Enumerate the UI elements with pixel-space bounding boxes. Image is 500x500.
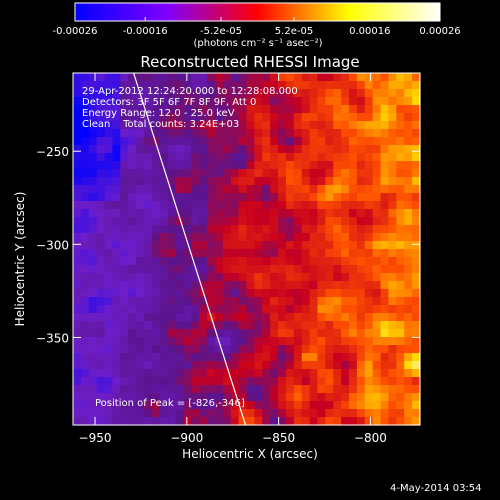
y-tick-label: −350	[36, 331, 69, 345]
heatmap-image	[73, 73, 421, 426]
x-tick-label: −800	[354, 431, 387, 445]
chart-title: Reconstructed RHESSI Image	[140, 53, 360, 71]
y-axis-label: Heliocentric Y (arcsec)	[13, 191, 27, 327]
y-tick-label: −300	[36, 238, 69, 252]
x-tick-label: −850	[262, 431, 295, 445]
colorbar-tick-label: -0.00016	[123, 26, 168, 37]
annotation-time-range: 29-Apr-2012 12:24:20.000 to 12:28:08.000	[82, 86, 298, 97]
x-axis-label: Heliocentric X (arcsec)	[182, 447, 318, 461]
annotation-detectors: Detectors: 3F 5F 6F 7F 8F 9F, Att 0	[82, 97, 257, 108]
colorbar-tick-label: 0.00026	[419, 26, 460, 37]
colorbar-tick-label: 0.00016	[349, 26, 390, 37]
annotation-energy-range: Energy Range: 12.0 - 25.0 keV	[82, 108, 235, 119]
colorbar	[74, 2, 441, 22]
footer-date: 4-May-2014 03:54	[390, 483, 482, 494]
annotation-total-counts: Clean Total counts: 3.24E+03	[82, 119, 240, 130]
plot-frame	[72, 72, 421, 426]
x-tick-label: −900	[170, 431, 203, 445]
solar-limb-line	[133, 72, 247, 426]
colorbar-tick-label: -0.00026	[53, 26, 98, 37]
peak-position-label: Position of Peak = [-826,-346]	[95, 398, 245, 409]
y-tick-label: −250	[36, 145, 69, 159]
x-tick-label: −950	[79, 431, 112, 445]
colorbar-unit-label: (photons cm⁻² s⁻¹ asec⁻²)	[193, 38, 323, 49]
colorbar-tick-label: -5.2e-05	[200, 26, 242, 37]
colorbar-tick-label: 5.2e-05	[275, 26, 313, 37]
